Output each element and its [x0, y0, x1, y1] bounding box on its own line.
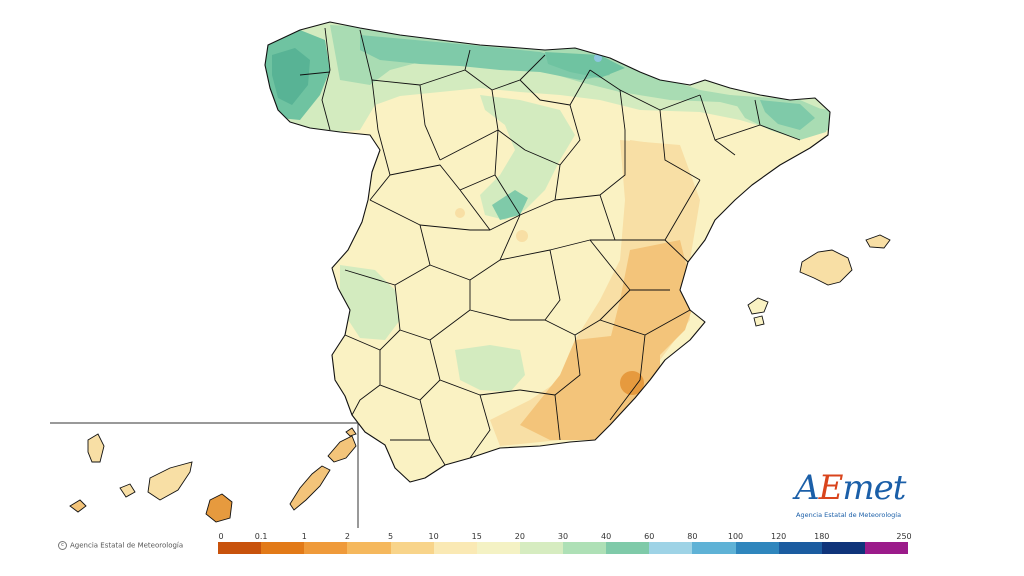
mallorca: [799, 249, 853, 286]
dry-spot-murcia: [620, 371, 644, 395]
legend-color-bar: [218, 542, 908, 554]
copyright-text: Agencia Estatal de Meteorología: [70, 541, 184, 550]
legend-color-segment: [390, 542, 434, 554]
legend-tick-label: 0: [218, 532, 224, 541]
aemet-logo: AEmet: [795, 468, 906, 508]
wet-zone-andalucia: [455, 345, 525, 392]
gran-canaria: [205, 493, 233, 523]
legend-tick-label: 80: [687, 532, 698, 541]
legend-color-segment: [692, 542, 736, 554]
legend-color-segment: [218, 542, 262, 554]
lanzarote-north: [345, 427, 357, 437]
canary-inset: [50, 422, 359, 528]
legend-color-segment: [476, 542, 520, 554]
legend-tick-label: 40: [601, 532, 612, 541]
legend-color-segment: [735, 542, 779, 554]
wet-zone-extremadura: [340, 265, 400, 340]
la-gomera: [119, 483, 136, 498]
wet-zone-catalonia-core: [760, 100, 815, 130]
spain-fill: [265, 22, 830, 482]
spain-mainland: [264, 21, 831, 483]
formentera: [753, 315, 765, 327]
dry-zone-aragon: [630, 140, 670, 180]
balearic-islands: [747, 234, 891, 327]
ibiza: [747, 297, 769, 315]
legend-tick-label: 250: [896, 532, 912, 541]
legend-color-segment: [606, 542, 650, 554]
la-palma: [87, 433, 105, 463]
wet-zone-basque: [545, 52, 625, 78]
wet-spot-basque: [594, 54, 602, 62]
legend-tick-label: 60: [644, 532, 655, 541]
logo-letter-a: A: [795, 468, 820, 508]
menorca: [865, 234, 891, 249]
fuerteventura: [289, 465, 331, 511]
legend-tick-label: 20: [514, 532, 525, 541]
logo-subtitle: Agencia Estatal de Meteorología: [796, 511, 902, 519]
legend-color-segment: [649, 542, 693, 554]
inset-frame: [50, 422, 359, 528]
legend-color-segment: [347, 542, 391, 554]
legend-color-segment: [433, 542, 477, 554]
legend-tick-label: 0.1: [254, 532, 268, 541]
legend-color-segment: [304, 542, 348, 554]
copyright-icon: c: [58, 541, 67, 550]
legend-color-segment: [778, 542, 822, 554]
wet-zone-guadarrama: [492, 190, 528, 220]
logo-letters-met: met: [842, 468, 906, 508]
legend-tick-label: 120: [770, 532, 787, 541]
legend-color-segment: [821, 542, 865, 554]
legend-tick-label: 15: [471, 532, 482, 541]
legend-tick-label: 5: [387, 532, 394, 541]
copyright-notice: c Agencia Estatal de Meteorología: [58, 541, 183, 550]
el-hierro: [69, 499, 87, 513]
dry-spot-madrid: [455, 208, 465, 218]
wet-zone-galicia-core: [272, 48, 310, 105]
precipitation-legend: 0 0.1 1 2 5 10 15 20 30 40 60 80 100 120 180 250: [218, 531, 912, 561]
legend-color-segment: [864, 542, 908, 554]
lanzarote: [327, 435, 357, 463]
province-borders: [264, 21, 831, 483]
logo-letter-e: E: [818, 468, 844, 508]
tenerife: [147, 461, 193, 501]
legend-color-segment: [261, 542, 305, 554]
legend-tick-label: 30: [557, 532, 569, 541]
legend-color-segment: [519, 542, 563, 554]
legend-tick-label: 100: [727, 532, 744, 541]
wet-zone-asturias: [360, 35, 610, 80]
legend-tick-label: 1: [301, 532, 307, 541]
legend-tick-label: 2: [344, 532, 350, 541]
legend-tick-label: 180: [814, 532, 830, 541]
legend-color-segment: [563, 542, 607, 554]
dry-spot-toledo: [516, 230, 528, 242]
legend-tick-label: 10: [428, 532, 439, 541]
